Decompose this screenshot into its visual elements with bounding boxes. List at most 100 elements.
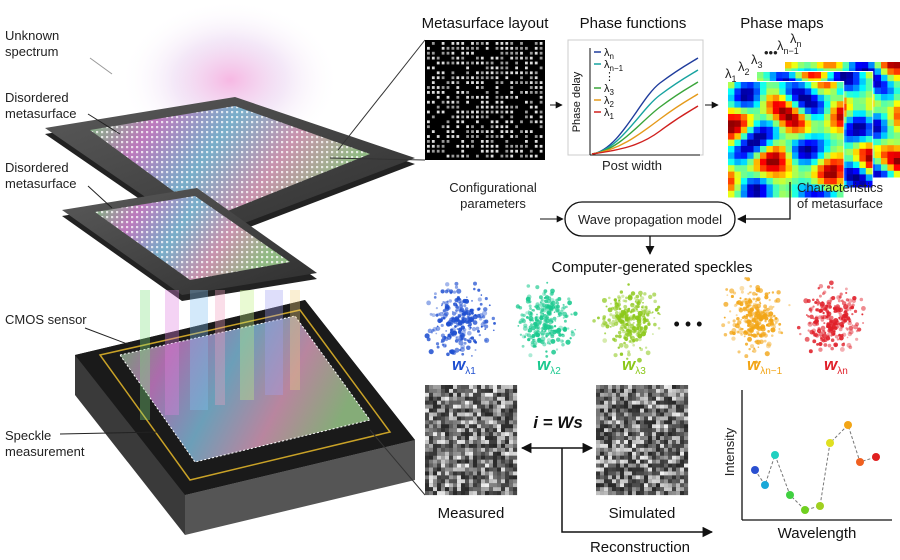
map-cell <box>785 139 793 147</box>
speckle-dot <box>861 313 864 316</box>
layout-cell <box>436 144 440 148</box>
speckle-dot <box>721 323 726 328</box>
layout-cell <box>534 144 538 148</box>
texture-cell <box>680 388 685 393</box>
map-cell <box>881 81 888 88</box>
texture-cell <box>445 459 450 464</box>
speckle-dot <box>431 328 435 332</box>
speckle-dot <box>491 316 495 321</box>
layout-cell <box>480 110 484 114</box>
speckle-dot <box>477 329 480 333</box>
layout-cell <box>436 56 440 60</box>
map-cell <box>874 94 882 101</box>
speckle-dot <box>536 313 538 316</box>
arrow <box>561 448 714 538</box>
map-cell <box>836 107 844 115</box>
texture-cell <box>616 404 621 409</box>
layout-cell <box>539 144 543 148</box>
texture-cell <box>501 443 506 448</box>
texture-cell <box>429 412 434 417</box>
texture-cell <box>596 428 601 433</box>
texture-cell <box>441 491 446 496</box>
speckle-dot <box>749 304 752 307</box>
texture-cell <box>485 400 490 405</box>
speckle-dot <box>447 319 453 325</box>
texture-cell <box>684 416 689 421</box>
legend-subscript: 1 <box>610 112 615 121</box>
map-cell <box>779 82 786 89</box>
speckle-dot <box>748 291 751 294</box>
texture-cell <box>461 459 466 464</box>
map-cell <box>881 132 888 140</box>
layout-cell <box>495 144 499 148</box>
texture-cell <box>656 420 661 425</box>
speckle-dot <box>846 336 849 339</box>
map-cell <box>893 87 900 95</box>
texture-cell <box>684 404 689 409</box>
speckle-dot <box>555 304 560 309</box>
texture-cell <box>616 451 621 456</box>
texture-cell <box>684 385 689 389</box>
texture-cell <box>441 392 446 397</box>
texture-cell <box>481 412 486 417</box>
layout-cell <box>466 115 469 119</box>
texture-cell <box>660 475 665 480</box>
texture-cell <box>656 475 661 480</box>
texture-cell <box>457 400 462 405</box>
speckle-dot <box>822 308 824 311</box>
texture-cell <box>644 385 649 389</box>
speckle-dot <box>439 311 444 317</box>
texture-cell <box>684 451 689 456</box>
layout-cell <box>476 95 479 99</box>
speckle-dot <box>747 324 750 328</box>
map-cell <box>785 107 793 115</box>
speckle-dot <box>773 325 776 329</box>
layout-cell <box>529 115 533 119</box>
texture-cell <box>604 388 609 393</box>
speckle-dot <box>431 313 436 318</box>
texture-cell <box>608 447 613 452</box>
layout-cell <box>427 66 430 70</box>
map-cell <box>804 114 812 121</box>
texture-cell <box>465 447 470 452</box>
speckle-dot <box>457 307 462 312</box>
map-cell <box>881 170 888 178</box>
texture-cell <box>620 432 625 437</box>
speckle-dot <box>602 320 608 326</box>
texture-cell <box>656 385 661 389</box>
layout-cell <box>427 51 430 55</box>
speckle-dot <box>772 305 775 308</box>
speckle-dot <box>732 291 737 295</box>
map-cell <box>753 114 761 121</box>
speckle-dot <box>770 334 774 337</box>
texture-cell <box>457 455 462 460</box>
map-cell <box>792 146 799 153</box>
map-cell <box>798 165 806 172</box>
layout-cell <box>505 149 509 153</box>
layout-cell <box>510 71 514 75</box>
texture-cell <box>485 432 490 437</box>
texture-cell <box>596 396 601 401</box>
texture-cell <box>473 428 478 433</box>
speckle-dot <box>478 317 483 321</box>
texture-cell <box>509 483 514 488</box>
texture-cell <box>624 396 629 401</box>
texture-cell <box>644 451 649 456</box>
layout-cell <box>480 86 484 89</box>
texture-cell <box>433 475 438 480</box>
speckle-dot <box>526 333 532 338</box>
texture-cell <box>652 420 657 425</box>
texture-cell <box>628 463 633 468</box>
speckle-dot <box>847 320 852 326</box>
texture-cell <box>636 440 641 445</box>
texture-cell <box>477 404 482 409</box>
layout-cell <box>500 71 504 75</box>
speckle-dot <box>611 319 616 324</box>
texture-cell <box>473 483 478 488</box>
texture-cell <box>441 416 446 421</box>
texture-cell <box>481 436 486 441</box>
speckle-dot <box>759 339 764 345</box>
texture-cell <box>668 404 673 409</box>
map-cell <box>836 133 844 140</box>
texture-cell <box>608 424 613 429</box>
